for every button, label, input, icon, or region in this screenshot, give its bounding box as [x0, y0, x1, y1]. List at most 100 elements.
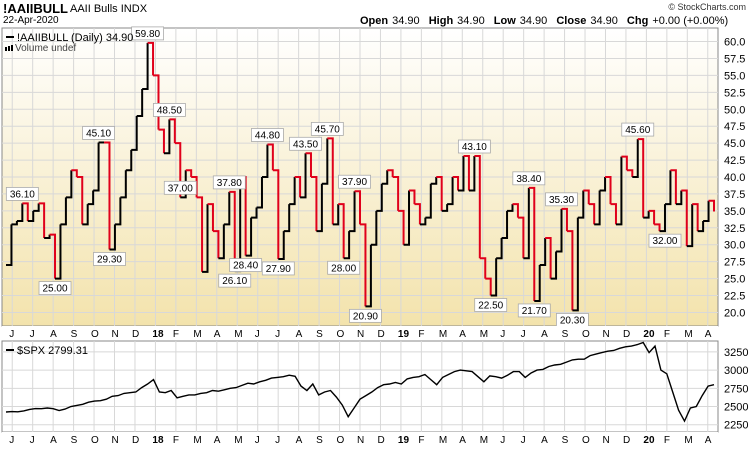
series-step — [114, 197, 122, 226]
data-label: 48.50 — [157, 105, 182, 116]
data-label: 35.30 — [549, 195, 574, 206]
data-label-box — [512, 171, 546, 186]
series-step — [283, 204, 291, 233]
data-label: 37.80 — [217, 178, 242, 189]
x-tick-label: F — [418, 435, 424, 446]
y-tick-label: 42.5 — [724, 155, 745, 167]
x-tick-label: D — [377, 329, 384, 340]
x-tick-label: S — [71, 435, 78, 446]
series-step — [142, 42, 149, 90]
data-label-box — [229, 258, 263, 272]
y-tick-label: 37.5 — [724, 189, 745, 201]
y-tick-label: 20.0 — [724, 307, 745, 319]
x-tick-label: S — [562, 329, 569, 340]
series-step — [261, 144, 269, 178]
x-tick-label: D — [132, 435, 139, 446]
x-tick-label: N — [602, 435, 609, 446]
data-label: 38.40 — [516, 174, 541, 185]
x-tick-label: J — [275, 329, 280, 340]
series-step — [398, 209, 405, 245]
x-tick-label: M — [439, 329, 447, 340]
series-step — [125, 149, 133, 172]
series-step — [109, 224, 116, 251]
data-label-box — [545, 192, 578, 207]
series-step — [425, 183, 432, 219]
series-step — [343, 231, 351, 260]
series-step — [414, 203, 421, 225]
series-step — [577, 190, 585, 219]
y-tick-label: 40.0 — [724, 172, 745, 184]
series-step — [583, 189, 590, 205]
chg-value: +0.00 (+0.00%) — [652, 15, 729, 27]
series-step — [294, 176, 302, 198]
series-step — [321, 138, 329, 185]
x-tick-label: O — [91, 435, 99, 446]
x-tick-label: M — [439, 435, 447, 446]
series-step — [354, 190, 361, 225]
spx-series-line — [5, 341, 715, 423]
data-label-box — [261, 261, 295, 276]
data-label-box — [82, 126, 115, 140]
x-tick-label: A — [214, 435, 221, 446]
series-step — [654, 223, 661, 232]
data-label-box — [131, 26, 165, 41]
series-step — [697, 221, 705, 233]
series-step — [452, 176, 460, 191]
series-step — [272, 169, 280, 259]
series-step — [479, 257, 487, 279]
x-tick-label: 19 — [398, 435, 410, 446]
series-step — [703, 200, 710, 223]
series-step — [496, 237, 503, 260]
series-step — [218, 224, 225, 260]
data-label: 26.10 — [222, 276, 247, 287]
y-tick-label: 2500 — [724, 402, 748, 414]
series-step — [207, 203, 214, 232]
data-label-box — [93, 252, 126, 266]
series-step — [44, 234, 51, 239]
x-tick-label: O — [582, 435, 590, 446]
series-step — [588, 203, 596, 225]
series-step — [626, 169, 634, 177]
series-step — [610, 203, 617, 225]
x-tick-label: M — [684, 329, 692, 340]
series-step — [692, 203, 699, 232]
series-step — [675, 190, 683, 206]
series-step — [11, 221, 18, 226]
x-tick-label: M — [480, 435, 488, 446]
data-label: 37.90 — [342, 177, 367, 188]
volume-label: Volume undef — [15, 43, 76, 54]
x-tick-label: A — [705, 329, 712, 340]
y-tick-label: 2750 — [724, 383, 748, 395]
x-tick-label: M — [193, 435, 201, 446]
x-tick-label: A — [214, 329, 221, 340]
series-step — [185, 169, 193, 177]
data-label: 22.50 — [478, 301, 503, 312]
x-tick-label: D — [132, 329, 139, 340]
data-label-box — [289, 136, 322, 151]
series-step — [131, 116, 138, 151]
x-tick-label: J — [275, 435, 280, 446]
data-label-box — [457, 139, 491, 154]
series-step — [223, 191, 231, 226]
series-step — [539, 237, 547, 267]
x-tick-label: O — [337, 435, 345, 446]
series-step — [76, 176, 84, 225]
series-step — [87, 190, 95, 206]
y-tick-label: 35.0 — [724, 206, 745, 218]
x-tick-label: S — [562, 435, 569, 446]
y-tick-label: 60.0 — [724, 37, 745, 49]
series-step — [381, 170, 389, 185]
series-step — [643, 210, 650, 219]
legend-label: $SPX 2799.31 — [17, 345, 88, 357]
x-tick-label: 19 — [398, 329, 410, 340]
series-step — [436, 176, 443, 211]
data-label-box — [251, 128, 284, 142]
close-value: 34.90 — [590, 15, 618, 27]
y-tick-label: 47.5 — [724, 121, 745, 133]
series-step — [49, 233, 57, 279]
x-tick-label: F — [173, 329, 179, 340]
sentiment-panel: 20.0 22.5 25.0 27.5 30.0 32.5 35.0 37.5 40.0 42.5… — [1, 26, 745, 327]
y-tick-label: 45.0 — [724, 138, 745, 150]
series-step — [507, 204, 514, 212]
x-tick-label: A — [296, 435, 303, 446]
